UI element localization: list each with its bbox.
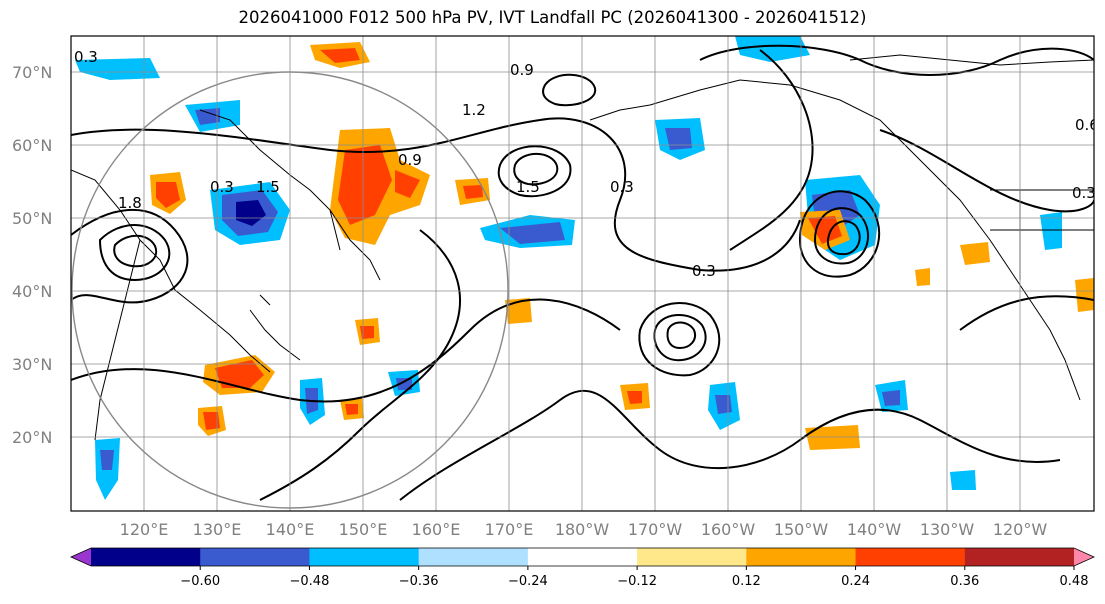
colorbar-segment: [964, 548, 1075, 566]
colorbar-extend-high: [1074, 548, 1094, 566]
longitude-labels: 120°E 130°E 140°E 150°E 160°E 170°E 180°…: [120, 520, 1048, 539]
lon-label: 130°W: [920, 520, 975, 539]
colorbar: −0.60 −0.48 −0.36 −0.24 −0.12 0.12 0.24 0.36 0.4…: [70, 547, 1095, 589]
contour-label: 0.3: [74, 48, 98, 66]
colorbar-segment: [746, 548, 857, 566]
lon-label: 120°E: [120, 520, 169, 539]
colorbar-extend-low: [71, 548, 91, 566]
colorbar-segment: [418, 548, 529, 566]
lat-label: 50°N: [12, 209, 52, 228]
colorbar-segment: [527, 548, 638, 566]
lon-label: 140°E: [266, 520, 315, 539]
contour-label: 1.5: [516, 178, 540, 196]
lat-label: 60°N: [12, 136, 52, 155]
lon-label: 150°W: [774, 520, 829, 539]
contour-label: 1.5: [256, 178, 280, 196]
colorbar-segment: [855, 548, 966, 566]
map-title: 2026041000 F012 500 hPa PV, IVT Landfall…: [238, 8, 867, 27]
colorbar-segment: [91, 548, 201, 566]
colorbar-tick-label: −0.60: [180, 574, 220, 589]
contour-label: 0.3: [210, 178, 234, 196]
contour-label: 1.2: [462, 101, 486, 119]
lon-label: 170°W: [628, 520, 683, 539]
lon-label: 150°E: [339, 520, 388, 539]
colorbar-tick-label: 0.36: [950, 574, 979, 589]
map-frame: [70, 35, 1095, 512]
colorbar-outline: [70, 547, 1095, 567]
lon-label: 140°W: [847, 520, 902, 539]
lat-label: 70°N: [12, 63, 52, 82]
colorbar-tick-label: −0.48: [290, 574, 330, 589]
colorbar-tick-label: 0.24: [841, 574, 870, 589]
contour-label: 0.3: [1072, 184, 1096, 202]
contour-label: 0.3: [692, 262, 716, 280]
lat-label: 20°N: [12, 428, 52, 447]
ivt-contours: [71, 44, 1094, 501]
lon-label: 130°E: [193, 520, 242, 539]
latitude-labels: 70°N 60°N 50°N 40°N 30°N 20°N: [12, 63, 52, 447]
contour-labels: 0.3 0.3 0.3 0.3 0.6 0.9 0.9 1.2 1.5 1.5 …: [74, 48, 1099, 280]
lat-label: 40°N: [12, 282, 52, 301]
colorbar-tick-label: −0.24: [508, 574, 548, 589]
gridlines: [71, 36, 1094, 511]
contour-label: 0.3: [610, 178, 634, 196]
colorbar-segment: [309, 548, 420, 566]
colorbar-segment: [200, 548, 310, 566]
lat-label: 30°N: [12, 355, 52, 374]
lon-label: 160°E: [412, 520, 461, 539]
contour-label: 0.9: [510, 61, 534, 79]
colorbar-tick-label: 0.12: [732, 574, 761, 589]
contour-label: 0.9: [398, 151, 422, 169]
colorbar-tick-label: −0.36: [399, 574, 439, 589]
colorbar-segment: [637, 548, 747, 566]
contour-label: 0.6: [1075, 116, 1099, 134]
lon-label: 170°E: [485, 520, 534, 539]
pv-shading: [75, 36, 1094, 500]
colorbar-tick-label: 0.48: [1060, 574, 1089, 589]
lon-label: 180°W: [555, 520, 610, 539]
contour-label: 1.8: [118, 194, 142, 212]
lon-label: 120°W: [993, 520, 1048, 539]
lon-label: 160°W: [701, 520, 756, 539]
colorbar-tick-label: −0.12: [617, 574, 657, 589]
